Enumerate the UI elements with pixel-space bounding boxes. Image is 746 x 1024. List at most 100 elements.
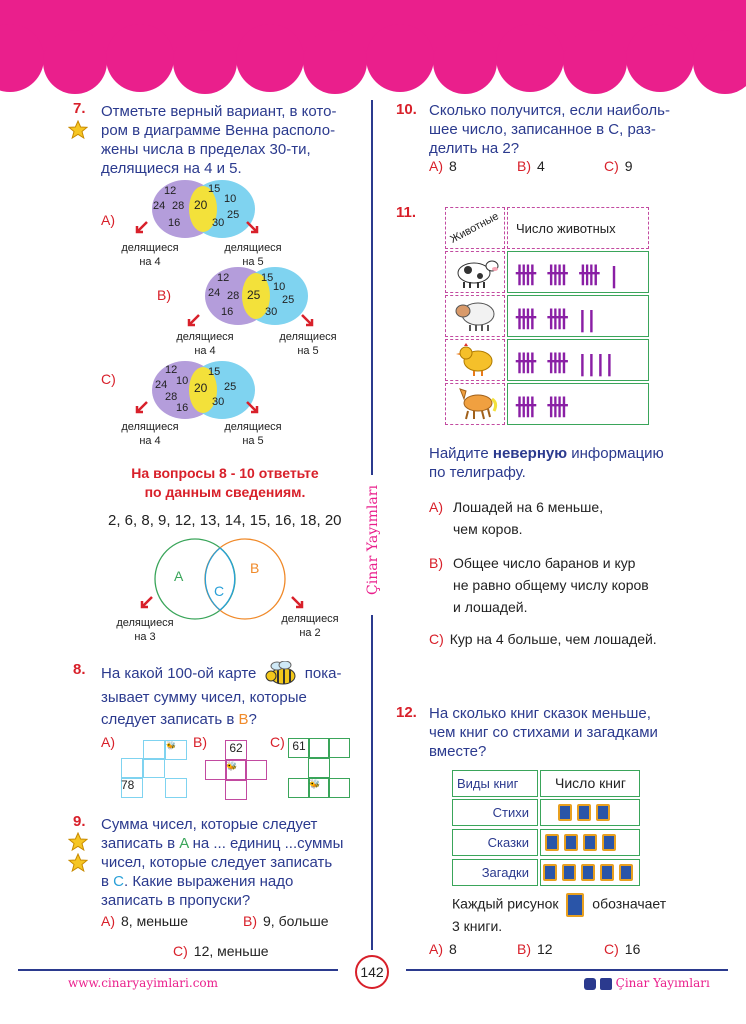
star-icon [68,120,88,140]
q11-row-horse-cell [445,383,505,425]
info-left-caption: делящиеся на 3 [116,617,174,643]
svg-text:28: 28 [165,391,177,403]
sheep-icon [455,302,495,331]
q12-option-a[interactable]: A) 8 [429,941,457,957]
svg-text:30: 30 [265,306,277,318]
svg-text:C: C [214,583,224,599]
q7-question: Отметьте верный вариант, в кото-ром в ди… [101,103,337,177]
svg-text:12: 12 [164,185,176,197]
arrow-icon [140,596,153,609]
q10-option-b[interactable]: B) 4 [517,158,545,174]
info-right-caption: делящиеся на 2 [281,613,339,639]
info-venn-diagram: A B C [154,538,286,620]
svg-text:24: 24 [155,379,167,391]
q10-option-a[interactable]: A) 8 [429,158,457,174]
book-icon [562,864,576,882]
q12-question: На сколько книг сказок меньше, чем книг с… [429,705,658,760]
q12-option-c[interactable]: C) 16 [604,941,641,957]
info-heading: На вопросы 8 - 10 ответьте по данным свед… [131,465,319,500]
q12-row-tales: Сказки [452,829,538,856]
q8-question: На какой 100-ой карте пока- зывает сумму… [101,660,341,731]
q7-venn-c[interactable]: 12 24 10 28 16 20 15 25 30 [150,359,260,421]
book-icon [596,804,610,822]
q12-row-poems-books [540,799,640,826]
q11-row-sheep-tally-cell [507,295,649,337]
book-icon [545,834,559,852]
svg-text:12: 12 [217,272,229,284]
book-icon [564,834,578,852]
svg-text:28: 28 [227,290,239,302]
q12-row-poems: Стихи [452,799,538,826]
book-icon [583,834,597,852]
q7-a-left-caption: делящиеся на 4 [121,242,179,268]
svg-text:24: 24 [208,287,220,299]
q8-option-b[interactable]: B) [193,734,207,750]
svg-text:12: 12 [165,364,177,376]
bee-icon [265,660,296,685]
q12-header-kinds: Виды книг [452,770,538,797]
q11-row-sheep-tally: 卌 卌 || [515,308,597,333]
svg-text:16: 16 [176,402,188,414]
q12-number: 12. [396,704,417,721]
q11-question: Найдите неверную информацию по телиграфу… [429,445,664,481]
q12-row-tales-books [540,829,640,856]
star-icon [68,853,88,873]
q12-option-b[interactable]: B) 12 [517,941,553,957]
q10-option-c[interactable]: C) 9 [604,158,633,174]
q7-b-right-caption: делящиеся на 5 [279,331,337,357]
q7-c-right-caption: делящиеся на 5 [224,421,282,447]
star-icon [68,832,88,852]
info-number-list: 2, 6, 8, 9, 12, 13, 14, 15, 16, 18, 20 [108,512,342,529]
svg-text:20: 20 [194,198,208,212]
arrow-icon [187,314,200,327]
facebook-icon[interactable] [599,977,612,990]
instagram-icon[interactable] [584,977,596,990]
header-banner [0,0,746,94]
q7-a-right-caption: делящиеся на 5 [224,242,282,268]
page-number: 142 [355,955,389,989]
q7-option-a-label[interactable]: A) [101,212,115,228]
svg-text:25: 25 [224,381,236,393]
svg-text:10: 10 [224,193,236,205]
column-divider-bottom [371,615,373,950]
q11-header-animals: Животные [445,207,505,249]
q9-option-c[interactable]: C) 12, меньше [173,943,269,959]
q8-option-a[interactable]: A) [101,734,115,750]
svg-text:10: 10 [176,375,188,387]
q8-option-c[interactable]: C) [270,734,285,750]
q10-number: 10. [396,101,417,118]
q12-row-riddles: Загадки [452,859,538,886]
footer-website[interactable]: www.cinaryayimlari.com [68,976,219,990]
q11-header-count: Число животных [507,207,649,249]
q7-option-c-label[interactable]: C) [101,371,116,387]
footer-rule-right [406,969,728,971]
q9-question: Сумма чисел, которые следует записать в … [101,816,344,909]
book-icon [600,864,614,882]
q11-row-horse-tally-cell [507,383,649,425]
q7-venn-b[interactable]: 12 24 28 16 25 15 10 25 30 [203,265,313,327]
q9-option-b[interactable]: B) 9, больше [243,913,329,929]
q7-venn-a[interactable]: 12 24 28 16 20 15 10 25 30 [150,178,260,240]
svg-text:16: 16 [168,217,180,229]
q8-b-net: 62 🐝 [205,740,275,800]
q8-number: 8. [73,661,86,678]
q7-option-b-label[interactable]: B) [157,287,171,303]
horse-icon [459,388,498,420]
svg-text:20: 20 [194,381,208,395]
q11-row-cow-tally: 卌 卌 卌 | [515,264,620,289]
q11-number: 11. [396,204,417,221]
svg-text:25: 25 [247,288,261,302]
q11-option-a[interactable]: A) Лошадей на 6 меньше, чем коров. [429,499,604,537]
side-brand: Çinar Yayımları [365,485,381,595]
arrow-icon [301,314,314,327]
column-divider-top [371,100,373,475]
svg-text:B: B [250,560,259,576]
arrow-icon [291,596,304,609]
q9-option-a[interactable]: A) 8, меньше [101,913,189,929]
q11-option-c[interactable]: C) Кур на 4 больше, чем лошадей. [429,631,657,647]
arrow-icon [135,221,148,234]
q11-option-b[interactable]: B) Общее число баранов и кур не равно общ… [429,555,649,615]
q11-row-horse-tally: 卌 卌 [515,396,570,421]
svg-text:28: 28 [172,200,184,212]
book-icon [558,804,572,822]
